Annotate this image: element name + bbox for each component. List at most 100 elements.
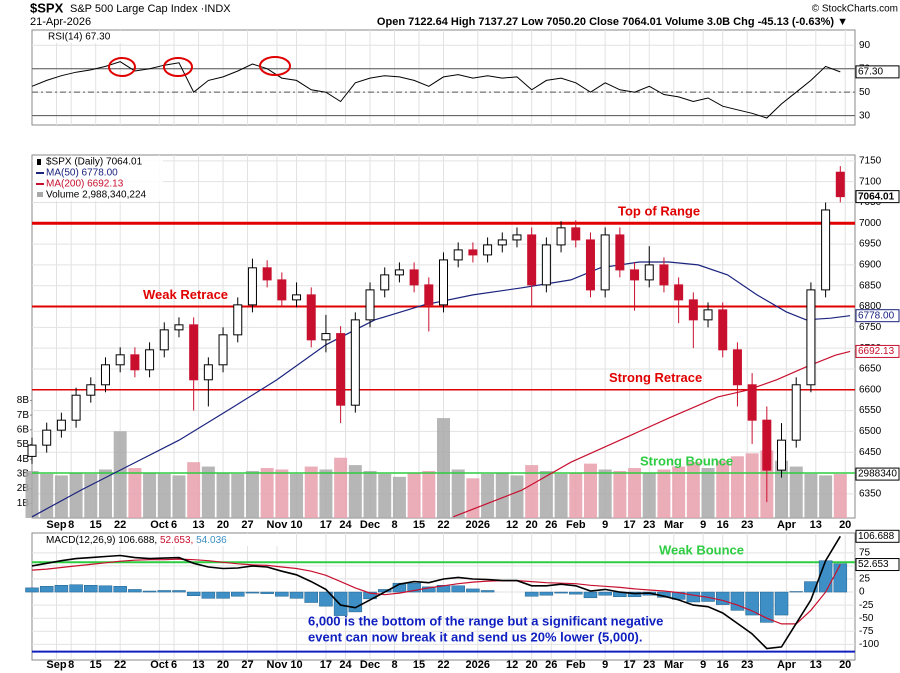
value-box <box>855 309 900 323</box>
candle-body <box>336 333 346 406</box>
value-box-label: 106.688 <box>858 531 895 542</box>
volume-bar <box>378 473 392 518</box>
x-tick-label: 15 <box>90 659 102 671</box>
candle-body <box>644 264 654 281</box>
macd-histogram-bar <box>554 591 568 594</box>
volume-bar <box>628 468 642 518</box>
note: 6,000 is the bottom of the range but a s… <box>308 613 663 628</box>
x-tick-label: 17 <box>624 519 636 531</box>
candle-body <box>600 234 610 291</box>
candle-body <box>835 171 845 198</box>
volume-bar <box>789 466 803 518</box>
volume-bar <box>25 470 39 518</box>
macd-histogram-bar <box>319 591 333 607</box>
legend-volume: Volume 2,988,340,224 <box>46 190 147 201</box>
candle-body <box>262 267 272 281</box>
macd-histogram-bar <box>686 591 701 603</box>
legend-bg <box>33 31 148 43</box>
volume-bar <box>481 473 495 518</box>
chart-subtitle: S&P 500 Large Cap Index ·INDX <box>70 3 231 15</box>
x-tick-label: 9 <box>700 659 706 671</box>
candle-body <box>56 419 66 431</box>
x-tick-label: Sep <box>46 659 66 671</box>
x-tick-label: 12 <box>506 659 518 671</box>
y-tick-label: 6550 <box>859 405 882 416</box>
y-tick-label: 50 <box>859 87 871 98</box>
candle-body <box>247 267 257 306</box>
volume-bar <box>348 465 362 518</box>
volume-bar <box>804 473 818 518</box>
y-tick-label: -25 <box>859 600 874 611</box>
macd-histogram-bar <box>260 591 274 594</box>
candle-body <box>115 354 125 366</box>
candle-body <box>483 244 493 256</box>
legend-icon <box>37 192 43 197</box>
macd-histogram-bar <box>348 591 363 613</box>
volume-bar <box>304 466 318 518</box>
candle-body <box>556 227 566 246</box>
highlight-circle <box>108 57 136 77</box>
legend-price: $SPX (Daily) 7064.01 <box>46 157 143 168</box>
annotation-label: Weak Retrace <box>143 287 228 302</box>
x-tick-label: 23 <box>741 659 753 671</box>
candle-body <box>527 234 537 286</box>
volume-bar <box>98 469 112 518</box>
macd-histogram-bar <box>113 586 127 593</box>
y-tick-label: 7100 <box>859 176 882 187</box>
candle-body <box>233 304 243 336</box>
y-tick-label: 8B <box>17 395 30 406</box>
note: event can now break it and send us 20% l… <box>308 629 643 644</box>
candle-body <box>145 349 155 371</box>
candle-body <box>615 234 625 271</box>
candle-body <box>439 259 448 306</box>
volume-bar <box>54 475 68 518</box>
x-tick-label: 15 <box>413 519 425 531</box>
legend-ma200: MA(200) 6692.13 <box>46 179 124 190</box>
candle-body <box>409 269 419 286</box>
x-tick-label: 2026 <box>466 519 490 531</box>
value-box-label: 6692.13 <box>858 346 895 357</box>
macd-histogram-bar <box>128 589 142 593</box>
x-tick-label: 13 <box>192 519 204 531</box>
legend-bg <box>33 156 163 201</box>
x-tick-label: 24 <box>339 519 352 531</box>
macd-histogram-bar <box>598 591 612 596</box>
x-tick-label: 6 <box>171 659 177 671</box>
macd-histogram-bar <box>157 590 172 593</box>
x-tick-label: 22 <box>437 659 449 671</box>
value-box-label: 7064.01 <box>858 191 895 202</box>
macd-histogram-bar <box>245 591 260 594</box>
candle-body <box>306 294 316 341</box>
candle-body <box>42 429 52 446</box>
volume-bar <box>583 463 597 518</box>
value-box <box>855 467 900 481</box>
y-tick-label: -75 <box>859 626 874 637</box>
candle-body <box>747 384 757 421</box>
y-tick-label: 6B <box>17 424 30 435</box>
volume-bar <box>84 473 98 518</box>
candle-body <box>821 209 831 291</box>
macd-histogram-bar <box>407 582 421 593</box>
y-tick-label: 4B <box>17 454 30 465</box>
x-tick-label: 17 <box>320 659 332 671</box>
volume-bar <box>245 470 259 518</box>
x-tick-label: 23 <box>741 519 753 531</box>
macd-histogram-bar <box>760 591 774 623</box>
volume-bar <box>775 460 789 518</box>
volume-bar <box>554 473 568 518</box>
highlight-circle <box>259 56 291 76</box>
volume-bar <box>598 469 612 518</box>
x-tick-label: 20 <box>839 519 851 531</box>
candle-body <box>71 394 81 421</box>
candle-body <box>806 289 816 386</box>
x-tick-label: 20 <box>526 519 538 531</box>
y-tick-label: 6600 <box>859 384 882 395</box>
ma200-line <box>453 350 851 518</box>
macd-histogram-bar <box>216 591 230 599</box>
volume-bar <box>260 468 274 518</box>
volume-bar <box>172 475 186 518</box>
annotation-label: Strong Bounce <box>640 453 733 468</box>
macd-histogram-bar <box>583 591 598 599</box>
macd-histogram-bar <box>789 591 803 593</box>
highlight-circle <box>163 57 193 77</box>
